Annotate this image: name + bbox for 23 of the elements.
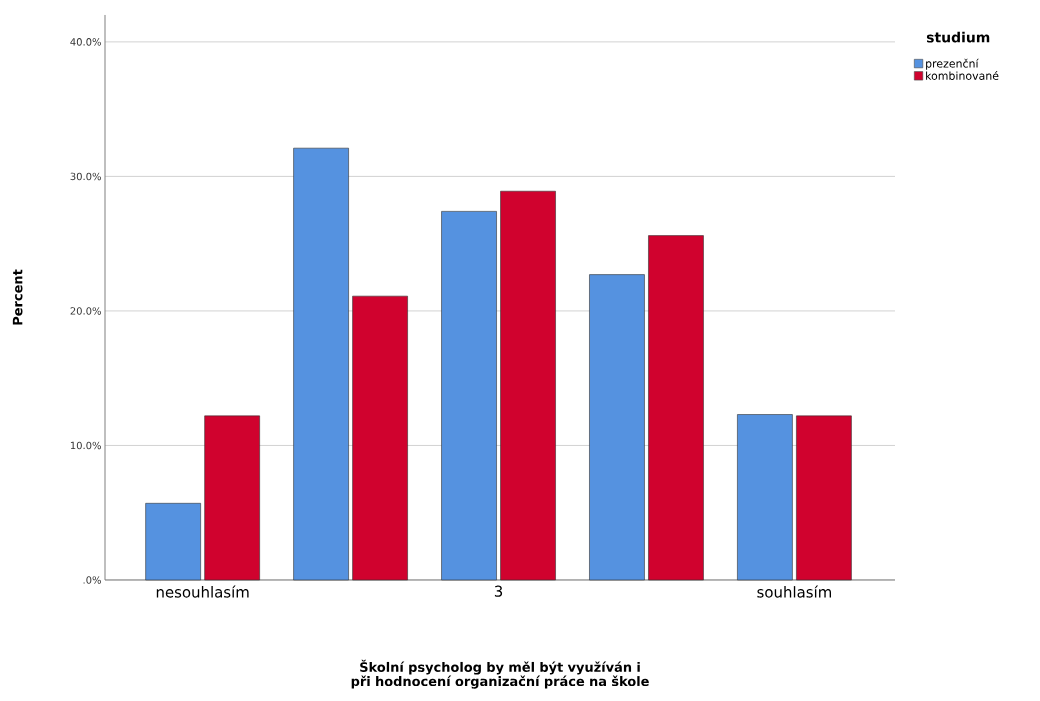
bar: [500, 190, 556, 581]
y-tick-label: .0%: [83, 576, 101, 584]
bar: [352, 295, 408, 581]
bar: [293, 147, 349, 581]
legend-title: studium: [926, 31, 990, 43]
x-axis-title: Školní psycholog by měl být využíván i při hodnocení organizační práce na škole: [351, 659, 649, 689]
y-tick-label: 20.0%: [70, 307, 101, 315]
y-tick-label: 40.0%: [70, 38, 101, 46]
x-tick-label: nesouhlasím: [156, 585, 249, 598]
legend-label: kombinované: [926, 70, 999, 80]
bar: [204, 415, 260, 581]
bar: [589, 274, 645, 581]
bar: [441, 211, 497, 581]
legend-label: prezenční: [926, 58, 979, 70]
y-tick-label: 30.0%: [70, 172, 101, 181]
y-tick-label: 10.0%: [70, 441, 101, 450]
x-tick-label: 3: [494, 585, 503, 597]
bar: [145, 503, 201, 581]
bar: [796, 415, 852, 581]
y-axis-title: Percent: [12, 269, 23, 325]
bar: [648, 235, 704, 581]
x-tick-label: souhlasím: [757, 585, 831, 598]
bar: [737, 414, 793, 581]
